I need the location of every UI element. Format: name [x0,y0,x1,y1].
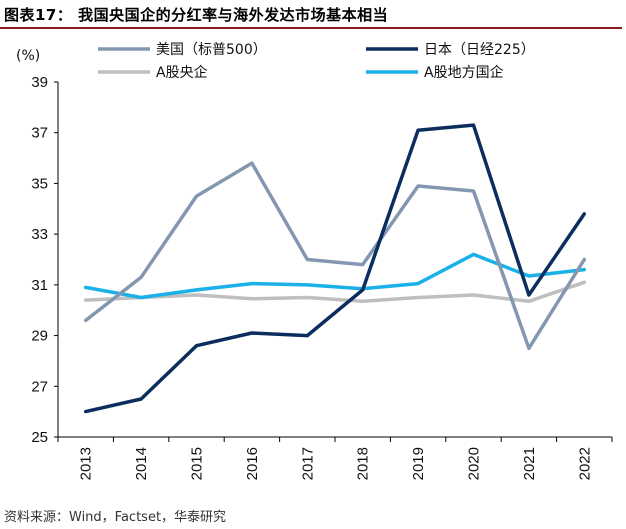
x-tick-label: 2019 [410,447,427,480]
y-tick-label: 27 [31,378,48,395]
y-tick-label: 33 [31,226,48,243]
x-tick-label: 2015 [189,447,206,480]
legend-label-4: A股地方国企 [424,64,504,81]
legend-label-3: A股央企 [156,64,208,81]
x-tick-label: 2021 [521,447,538,480]
series-line-1 [83,161,587,351]
series-line-3 [83,280,587,304]
title-divider [0,27,622,29]
x-tick-label: 2016 [244,447,261,480]
legend-label-1: 美国（标普500） [156,42,267,58]
y-unit-label: (%) [16,48,40,64]
figure-header: 图表17： 我国央国企的分红率与海外发达市场基本相当 [4,4,622,30]
x-tick-label: 2017 [299,447,316,480]
source-note: 资料来源：Wind，Factset，华泰研究 [4,510,227,525]
x-tick-label: 2013 [78,447,95,480]
y-tick-label: 31 [31,277,48,294]
y-tick-label: 35 [31,175,48,192]
y-tick-label: 25 [31,429,48,446]
y-tick-label: 29 [31,328,48,345]
x-tick-label: 2018 [355,447,372,480]
series-line-2 [83,123,587,414]
x-tick-label: 2022 [576,447,593,480]
y-tick-label: 37 [31,125,48,142]
y-tick-label: 39 [31,74,48,91]
x-tick-label: 2020 [466,447,483,480]
legend-label-2: 日本（日经225） [424,42,535,58]
line-chart: 25 27 29 31 33 35 37 39 2013 2014 2015 2016 2017 2018… [16,42,613,480]
x-tick-label: 2014 [133,447,150,480]
figure-title: 图表17： 我国央国企的分红率与海外发达市场基本相当 [4,6,389,24]
